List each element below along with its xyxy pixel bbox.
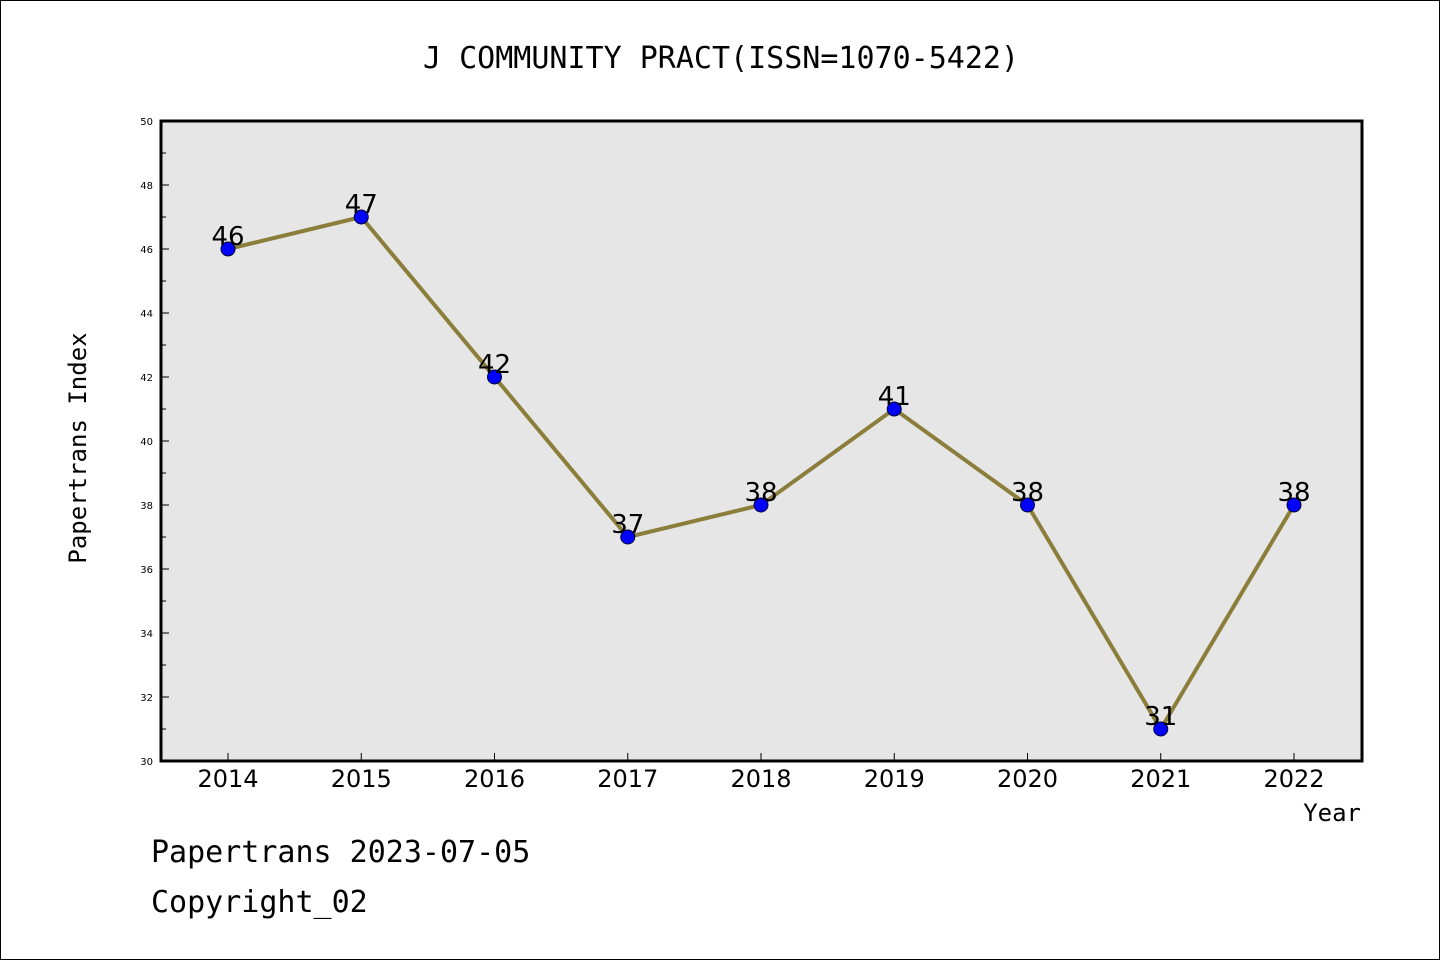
y-tick-label: 44 — [140, 309, 153, 320]
data-label: 42 — [478, 350, 511, 380]
data-point — [353, 209, 369, 225]
y-tick-label: 36 — [140, 565, 153, 576]
y-tick-label: 48 — [140, 181, 153, 192]
data-point — [1153, 721, 1169, 737]
x-tick-label: 2015 — [331, 765, 392, 793]
y-tick-label: 50 — [140, 117, 153, 128]
data-point — [1286, 497, 1302, 513]
data-label: 37 — [611, 510, 644, 540]
data-point — [753, 497, 769, 513]
x-tick-label: 2020 — [997, 765, 1058, 793]
y-tick-label: 38 — [140, 501, 153, 512]
x-tick-label: 2014 — [197, 765, 258, 793]
data-label: 47 — [345, 190, 378, 220]
y-tick-label: 46 — [140, 245, 153, 256]
y-tick-label: 32 — [140, 693, 153, 704]
chart-title: J COMMUNITY PRACT(ISSN=1070-5422) — [423, 41, 1019, 76]
series-layer: 46 47 42 37 38 41 38 31 38 — [211, 190, 1311, 737]
y-tick-label: 30 — [140, 757, 153, 768]
footer-copyright: Copyright_02 — [151, 885, 368, 920]
plot-area — [159, 119, 1364, 763]
y-tick-label: 34 — [140, 629, 153, 640]
y-axis-label: Papertrans Index — [64, 332, 92, 563]
footer-date: Papertrans 2023-07-05 — [151, 835, 531, 870]
data-point — [220, 241, 236, 257]
data-label: 38 — [1011, 478, 1044, 508]
data-label: 41 — [878, 382, 911, 412]
data-point — [487, 369, 502, 385]
x-tick-label: 2016 — [464, 765, 525, 793]
x-tick-label: 2017 — [597, 765, 658, 793]
x-tick-label: 2018 — [730, 765, 791, 793]
data-label: 38 — [744, 478, 777, 508]
x-tick-label: 2022 — [1263, 765, 1324, 793]
x-tick-label: 2021 — [1130, 765, 1191, 793]
x-axis: 2014 2015 2016 2017 2018 2019 2020 2021 2022 — [197, 753, 1325, 793]
data-point — [1020, 497, 1035, 513]
y-tick-label: 42 — [140, 373, 153, 384]
data-label: 46 — [211, 222, 244, 252]
data-point — [886, 401, 902, 417]
data-label: 31 — [1144, 702, 1177, 732]
y-tick-label: 40 — [140, 437, 153, 448]
x-tick-label: 2019 — [864, 765, 925, 793]
data-label: 38 — [1277, 478, 1310, 508]
x-axis-label: Year — [1303, 799, 1361, 827]
y-axis: 30 32 34 36 38 40 42 44 46 48 50 — [140, 117, 169, 768]
data-point — [620, 529, 636, 545]
